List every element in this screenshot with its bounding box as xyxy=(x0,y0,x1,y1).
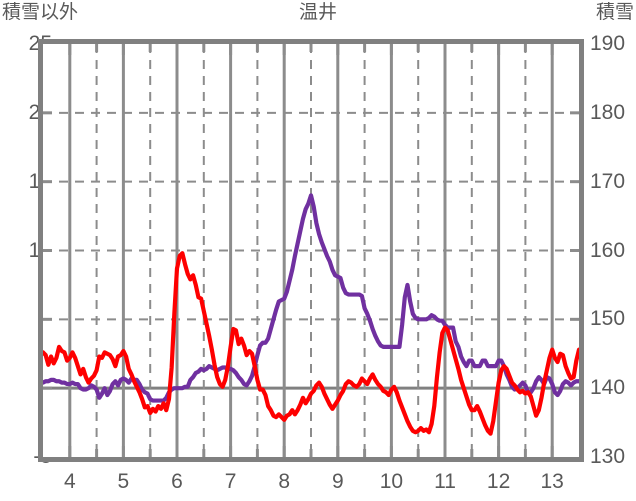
y-right-tick-label: 190 xyxy=(590,32,626,55)
y-right-tick-label: 140 xyxy=(590,376,626,400)
plot-frame xyxy=(38,39,584,462)
left-axis-title: 積雪以外 xyxy=(2,2,79,23)
x-tick-label: 8 xyxy=(278,470,291,493)
series-line-purple xyxy=(43,193,579,403)
x-tick-label: 4 xyxy=(63,470,76,493)
y-right-tick-label: 180 xyxy=(590,100,626,124)
chart-title: 温井 xyxy=(298,2,337,23)
x-tick-label: 13 xyxy=(540,470,564,493)
x-tick-label: 6 xyxy=(171,470,183,493)
data-series-layer xyxy=(43,193,579,436)
y-right-tick-label: 150 xyxy=(590,307,626,331)
y-right-tick-label: 170 xyxy=(590,169,626,193)
axis-tick-marks xyxy=(43,44,579,457)
x-tick-label: 5 xyxy=(117,470,130,493)
y-right-tick-label: 160 xyxy=(590,238,626,262)
x-tick-label: 11 xyxy=(434,470,456,493)
plot-area xyxy=(43,44,579,457)
y-right-tick-label: 130 xyxy=(590,445,626,468)
x-tick-label: 10 xyxy=(379,470,404,493)
series-line-red xyxy=(43,251,579,436)
right-axis-title: 積雪 xyxy=(595,2,634,23)
x-tick-label: 7 xyxy=(224,470,237,493)
x-tick-label: 12 xyxy=(486,470,511,493)
x-tick-label: 9 xyxy=(331,470,344,493)
